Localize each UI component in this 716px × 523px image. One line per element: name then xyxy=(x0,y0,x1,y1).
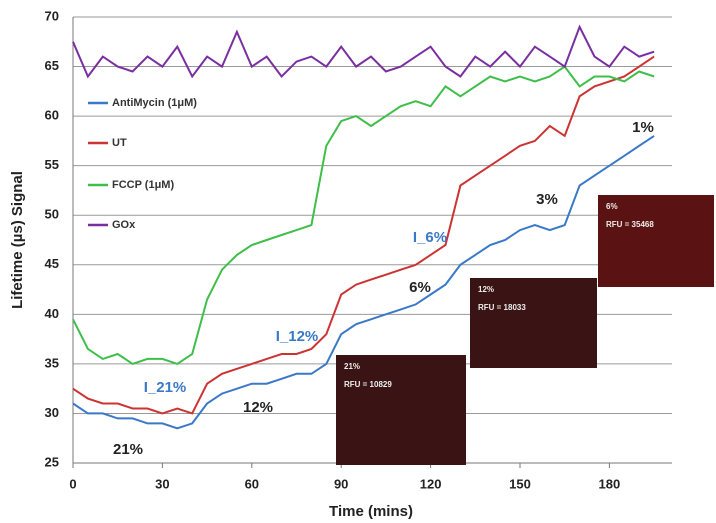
y-tick-label: 35 xyxy=(45,355,59,370)
y-tick-label: 50 xyxy=(45,207,59,222)
x-axis-label: Time (mins) xyxy=(329,503,413,520)
inset-label: 6% xyxy=(606,202,618,211)
inset-image xyxy=(336,355,466,465)
legend-label: AntiMycin (1μM) xyxy=(112,97,197,109)
inset-rfu: RFU = 18033 xyxy=(478,303,526,312)
y-tick-label: 70 xyxy=(45,8,59,23)
annotation: 3% xyxy=(536,191,558,208)
annotation: 21% xyxy=(113,441,143,458)
x-tick-label: 30 xyxy=(155,476,169,491)
annotation: 1% xyxy=(632,119,654,136)
inset-label: 21% xyxy=(344,362,360,371)
legend-label: FCCP (1μM) xyxy=(112,179,174,191)
y-tick-label: 30 xyxy=(45,405,59,420)
y-tick-label: 45 xyxy=(45,256,59,271)
inset-label: 12% xyxy=(478,285,494,294)
annotation: I_21% xyxy=(144,379,187,396)
x-tick-label: 180 xyxy=(599,476,621,491)
x-tick-label: 150 xyxy=(509,476,531,491)
annotation: I_12% xyxy=(276,328,319,345)
annotation: I_6% xyxy=(413,229,447,246)
y-axis-label: Lifetime (µs) Signal xyxy=(9,171,26,309)
chart: Time (mins) Lifetime (µs) Signal 25 30 35 4… xyxy=(0,0,716,523)
annotation: 12% xyxy=(243,399,273,416)
y-tick-label: 65 xyxy=(45,58,59,73)
y-tick-label: 60 xyxy=(45,108,59,123)
y-tick-label: 40 xyxy=(45,306,59,321)
x-tick-label: 120 xyxy=(420,476,442,491)
x-tick-label: 60 xyxy=(245,476,259,491)
legend-label: GOx xyxy=(112,219,136,231)
inset-rfu: RFU = 10829 xyxy=(344,380,392,389)
legend-label: UT xyxy=(112,137,127,149)
x-tick-label: 0 xyxy=(69,476,76,491)
inset-rfu: RFU = 35468 xyxy=(606,220,654,229)
y-tick-label: 55 xyxy=(45,157,59,172)
x-tick-label: 90 xyxy=(334,476,348,491)
annotation: 6% xyxy=(409,279,431,296)
y-tick-label: 25 xyxy=(45,454,59,469)
